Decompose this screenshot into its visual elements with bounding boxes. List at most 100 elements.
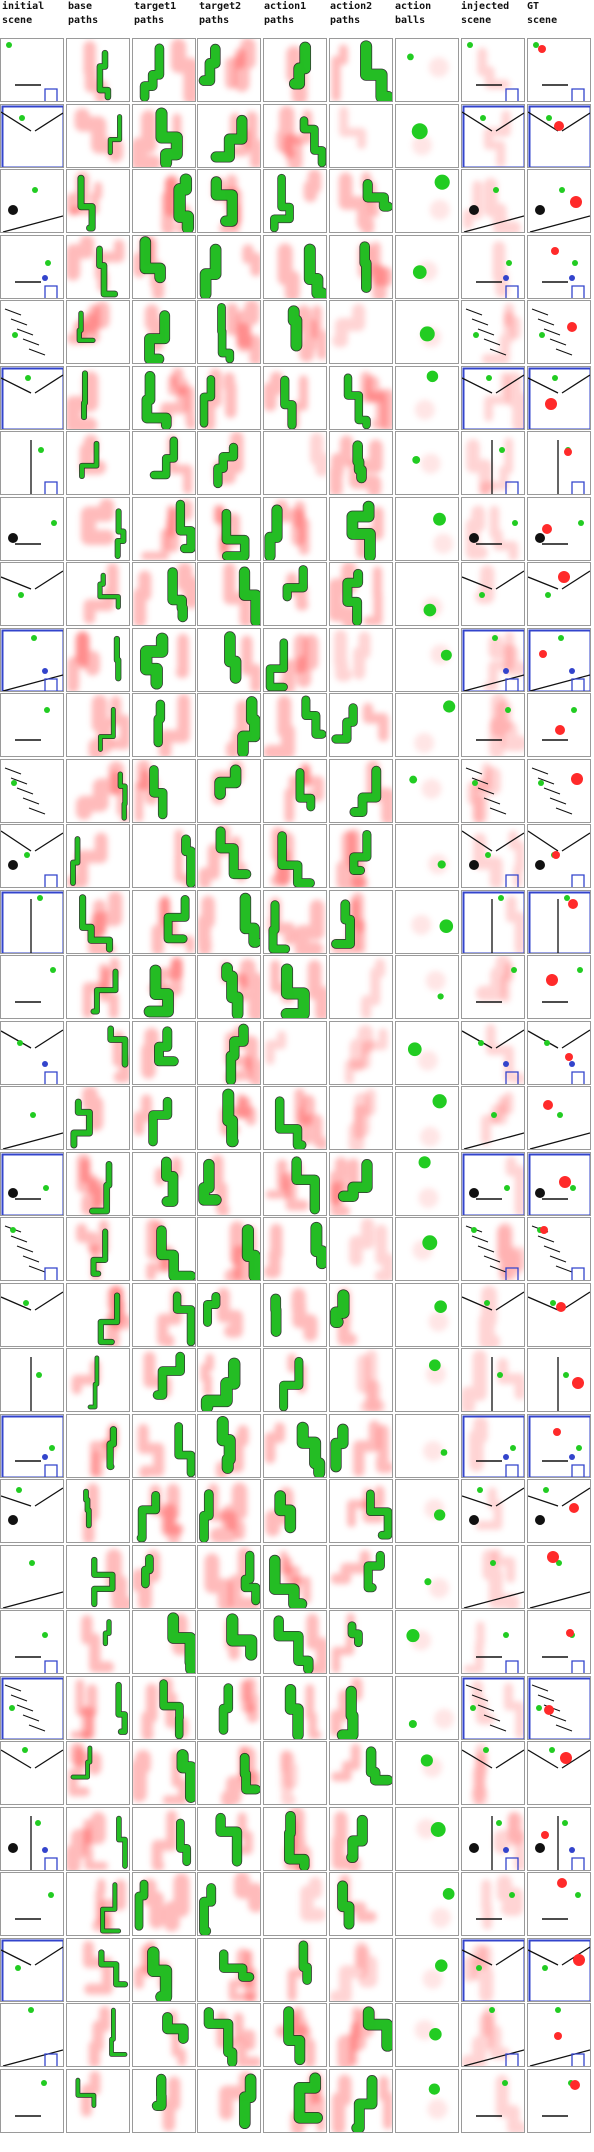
cell-image [280, 1749, 298, 1804]
cell-image [337, 1874, 377, 1930]
cell-target2-paths [197, 103, 261, 168]
cell-image [284, 1683, 322, 1739]
cell-image [1, 1487, 63, 1525]
cell-gt-scene [527, 431, 591, 495]
cell-action2-paths [329, 38, 393, 102]
cell-action1-paths [263, 38, 327, 102]
cell-action-balls [395, 1479, 459, 1543]
cell-injected-scene [461, 1610, 525, 1674]
cell-image [331, 1613, 363, 1673]
cell-injected-scene [461, 1020, 525, 1085]
cell-image [210, 174, 242, 232]
cell-action-balls [395, 365, 459, 430]
cell-image [535, 519, 584, 545]
cell-injected-scene [461, 1675, 525, 1740]
cell-image [133, 106, 183, 167]
cell-target1-paths [132, 234, 196, 299]
cell-injected-scene [461, 103, 525, 168]
cell-image [217, 301, 260, 363]
cell-action1-paths [263, 1872, 327, 1936]
cell-action2-paths [329, 1741, 393, 1805]
cell-image [198, 892, 260, 953]
cell-image [213, 432, 244, 489]
cell-image [107, 1024, 129, 1083]
cell-image [223, 563, 260, 625]
cell-image [462, 1743, 524, 1804]
cell-action-balls [395, 1741, 459, 1805]
cell-image [529, 187, 590, 232]
cell-action1-paths [263, 103, 327, 168]
cell-image [330, 1288, 358, 1346]
cell-image [542, 246, 585, 298]
cell-target2-paths [197, 1282, 261, 1347]
cell-image [219, 2070, 257, 2129]
cell-action-balls [395, 300, 459, 364]
cell-injected-scene [461, 1479, 525, 1543]
cell-gt-scene [527, 693, 591, 757]
cell-image [462, 565, 524, 604]
cell-injected-scene [461, 38, 525, 102]
cell-image [465, 303, 521, 363]
cell-image [462, 1677, 524, 1739]
cell-action2-paths [329, 496, 393, 561]
cell-image [462, 830, 524, 887]
cell-target2-paths [197, 758, 261, 823]
cell-initial-scene [0, 169, 64, 233]
cell-image [146, 1218, 195, 1280]
cell-image [264, 499, 310, 560]
cell-image [198, 825, 252, 887]
grid-row [0, 365, 594, 430]
cell-image [277, 242, 326, 298]
grid-row [0, 169, 594, 233]
grid-row [0, 758, 594, 823]
cell-image [406, 1629, 432, 1651]
cell-image [420, 1754, 443, 1778]
header-base-paths: base paths [68, 1, 99, 26]
cell-target1-paths [132, 1282, 196, 1347]
cell-image [528, 1415, 590, 1477]
cell-injected-scene [461, 1086, 525, 1150]
cell-action-balls [395, 169, 459, 233]
cell-base-paths [66, 38, 130, 102]
cell-image [67, 301, 110, 345]
cell-base-paths [66, 1151, 130, 1216]
cell-image [141, 1676, 188, 1739]
cell-image [141, 366, 195, 429]
cell-image [1, 367, 63, 429]
cell-action-balls [395, 1937, 459, 2002]
cell-action1-paths [263, 1675, 327, 1740]
grid-row [0, 1348, 594, 1412]
cell-target1-paths [132, 1348, 196, 1412]
cell-target2-paths [197, 1217, 261, 1281]
cell-image [91, 1548, 129, 1608]
cell-image [476, 694, 524, 756]
cell-image [557, 1357, 584, 1411]
cell-image [356, 1349, 386, 1411]
cell-image [162, 2010, 189, 2066]
cell-base-paths [66, 1479, 130, 1543]
grid-row [0, 1282, 594, 1347]
cell-target1-paths [132, 824, 196, 888]
cell-image [198, 39, 256, 92]
cell-image [274, 1088, 326, 1149]
cell-image [428, 854, 449, 875]
cell-image [270, 826, 315, 887]
cell-injected-scene [461, 889, 525, 954]
cell-injected-scene [461, 1217, 525, 1281]
cell-action-balls [395, 1348, 459, 1412]
cell-image [462, 1349, 524, 1411]
cell-action-balls [395, 1413, 459, 1478]
cell-image [167, 1612, 195, 1673]
cell-target1-paths [132, 2068, 196, 2133]
cell-action-balls [395, 889, 459, 954]
cell-base-paths [66, 1610, 130, 1674]
cell-image [408, 1708, 455, 1729]
cell-image [264, 371, 308, 429]
cell-action1-paths [263, 300, 327, 364]
cell-target1-paths [132, 1151, 196, 1216]
cell-initial-scene [0, 758, 64, 823]
cell-image [433, 512, 454, 554]
cell-image [422, 597, 443, 618]
grid-row [0, 2068, 594, 2133]
cell-target2-paths [197, 1479, 261, 1543]
